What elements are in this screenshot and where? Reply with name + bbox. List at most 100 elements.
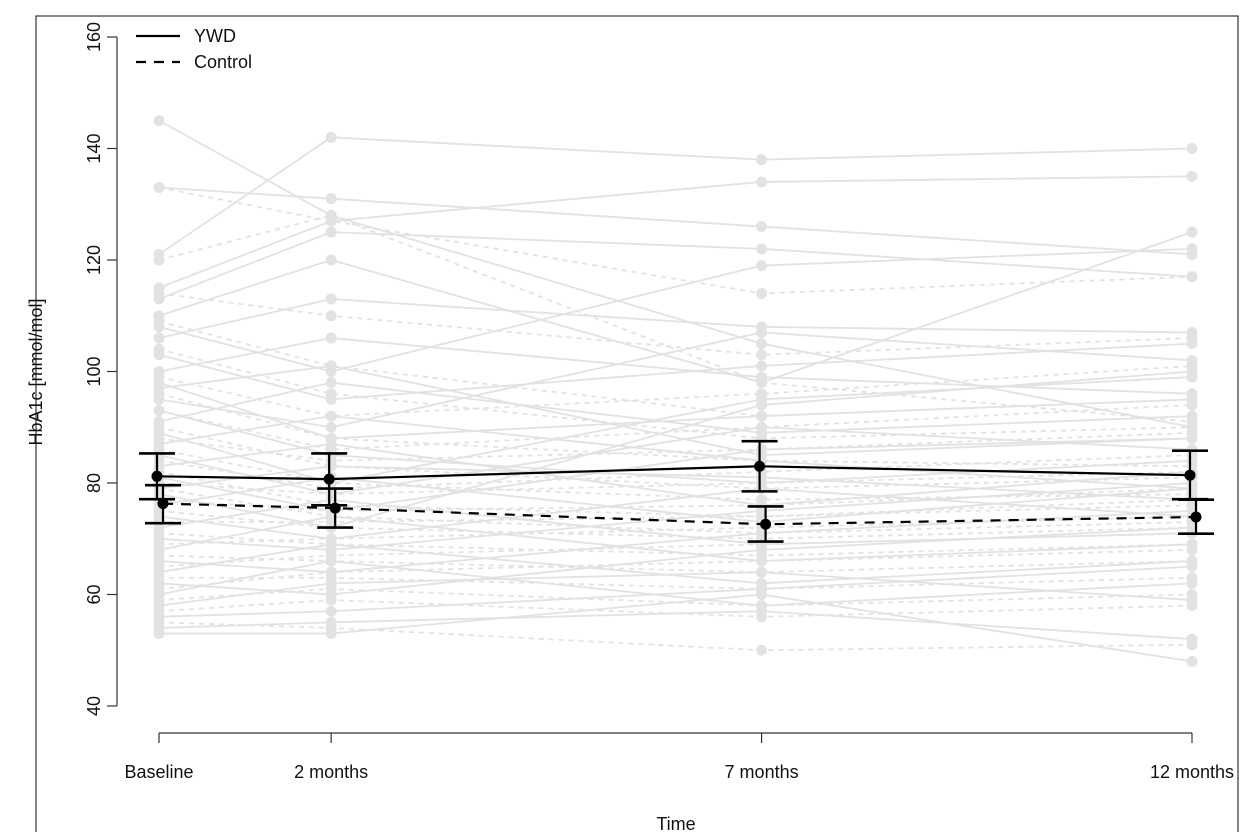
- control-trajectory-point: [153, 432, 165, 444]
- ywd-trajectory-point: [1186, 655, 1198, 667]
- control-trajectory-point: [1186, 483, 1198, 495]
- ywd-trajectory-line: [158, 136, 1193, 256]
- ywd-trajectory-point: [756, 154, 768, 166]
- control-trajectory-point: [756, 349, 768, 361]
- control-mean-point: [760, 518, 772, 530]
- control-trajectory-line: [158, 348, 1193, 440]
- control-mean-line: [162, 502, 1197, 526]
- control-trajectory-point: [756, 388, 768, 400]
- ywd-trajectory-point: [756, 260, 768, 272]
- ywd-trajectory-line: [158, 565, 1193, 618]
- control-trajectory-point: [1186, 332, 1198, 344]
- ywd-mean-point: [151, 470, 163, 482]
- y-axis-title: HbA1c [mmol/mol]: [26, 298, 46, 445]
- ywd-trajectory-line: [158, 381, 1193, 434]
- ywd-trajectory-line: [158, 175, 1193, 289]
- ywd-trajectory-point: [756, 360, 768, 372]
- control-trajectory-point: [1186, 555, 1198, 567]
- control-trajectory-point: [1186, 360, 1198, 372]
- ywd-trajectory-line: [159, 593, 1193, 663]
- control-trajectory-point: [153, 572, 165, 584]
- ywd-trajectory-point: [756, 326, 768, 338]
- ywd-trajectory-line: [158, 298, 1193, 339]
- control-mean-point: [329, 502, 341, 514]
- control-trajectory-line: [158, 292, 1193, 356]
- ywd-trajectory-point: [756, 176, 768, 188]
- control-trajectory-point: [325, 622, 337, 634]
- ywd-trajectory-point: [756, 221, 768, 233]
- ywd-trajectory-line: [158, 543, 1193, 585]
- control-trajectory-point: [1186, 600, 1198, 612]
- ywd-mean-line: [156, 465, 1191, 481]
- control-trajectory-point: [756, 444, 768, 456]
- control-trajectory-line: [158, 470, 1193, 518]
- ywd-trajectory-point: [153, 628, 165, 640]
- control-mean-point: [157, 498, 169, 510]
- control-trajectory-point: [756, 600, 768, 612]
- legend-label-control: Control: [194, 52, 252, 72]
- ywd-trajectory-line: [158, 365, 1193, 457]
- control-trajectory-point: [325, 360, 337, 372]
- control-trajectory-line: [158, 448, 1193, 501]
- control-trajectory-point: [325, 410, 337, 422]
- control-trajectory-line: [158, 621, 1193, 652]
- control-mean-point: [1190, 511, 1202, 523]
- ywd-trajectory-point: [325, 605, 337, 617]
- ywd-trajectory-line: [158, 476, 1193, 523]
- x-tick-label: 7 months: [725, 762, 799, 782]
- ywd-mean-point: [1184, 469, 1196, 481]
- control-trajectory-line: [158, 320, 1193, 418]
- x-tick-label: Baseline: [124, 762, 193, 782]
- ywd-trajectory-point: [1186, 143, 1198, 154]
- ywd-trajectory-line: [158, 119, 1193, 429]
- ywd-trajectory-line: [158, 560, 1193, 607]
- control-trajectory-line: [158, 404, 1193, 451]
- y-tick-label: 120: [84, 245, 104, 275]
- control-trajectory-point: [1186, 427, 1198, 439]
- y-axis: 40 60 80 100 120 140 160: [84, 22, 118, 716]
- ywd-trajectory-line: [158, 571, 1193, 607]
- ywd-trajectory-point: [1186, 170, 1198, 182]
- ywd-trajectory-point: [325, 332, 337, 344]
- x-axis-title: Time: [656, 814, 695, 832]
- control-trajectory-point: [756, 287, 768, 299]
- individual-trajectories: [153, 115, 1198, 667]
- ywd-trajectory-point: [325, 193, 337, 205]
- ywd-trajectory-point: [325, 226, 337, 238]
- ywd-trajectory-point: [1186, 226, 1198, 238]
- control-trajectory-point: [325, 516, 337, 528]
- control-trajectory-point: [1186, 639, 1198, 651]
- control-trajectory-point: [325, 594, 337, 606]
- ywd-trajectory-line: [158, 610, 1193, 640]
- ywd-trajectory-line: [158, 381, 1193, 440]
- ywd-trajectory-point: [325, 254, 337, 266]
- control-trajectory-point: [153, 405, 165, 417]
- ywd-trajectory-line: [158, 437, 1193, 512]
- ywd-mean-point: [754, 460, 766, 472]
- control-trajectory-point: [153, 527, 165, 539]
- ywd-trajectory-line: [158, 370, 1193, 529]
- control-trajectory-point: [325, 209, 337, 221]
- control-trajectory-point: [756, 611, 768, 623]
- ywd-trajectory-line: [158, 526, 1193, 596]
- control-trajectory-point: [325, 583, 337, 595]
- legend: YWD Control: [136, 26, 252, 72]
- control-trajectory-point: [325, 566, 337, 578]
- control-trajectory-line: [158, 454, 1193, 490]
- x-tick-label: 12 months: [1150, 762, 1234, 782]
- ywd-trajectory-point: [153, 332, 165, 344]
- x-axis: Baseline 2 months 7 months 12 months: [124, 732, 1234, 782]
- control-trajectory-point: [325, 310, 337, 322]
- control-trajectory-line: [159, 576, 1193, 590]
- ywd-trajectory-line: [158, 515, 1193, 562]
- control-trajectory-point: [153, 315, 165, 327]
- control-trajectory-point: [153, 421, 165, 433]
- control-trajectory-line: [158, 365, 1193, 418]
- legend-label-ywd: YWD: [194, 26, 236, 46]
- control-trajectory-point: [756, 410, 768, 422]
- control-trajectory-point: [153, 605, 165, 617]
- control-trajectory-point: [153, 287, 165, 299]
- control-trajectory-point: [325, 549, 337, 561]
- control-trajectory-point: [153, 254, 165, 266]
